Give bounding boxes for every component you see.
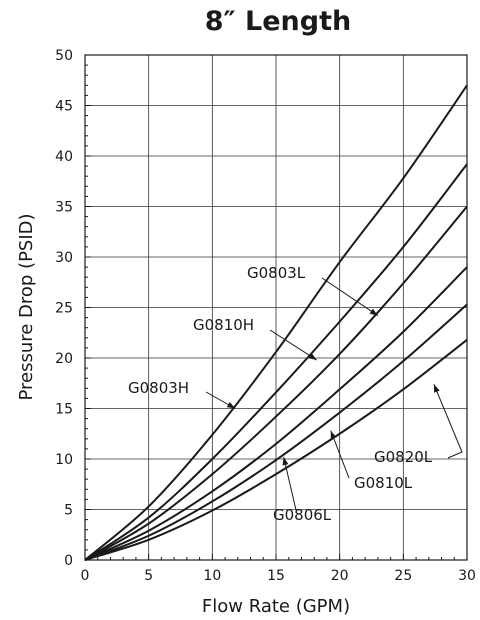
y-tick-label: 20 [55,351,73,367]
annotation-leader [433,384,463,459]
grid [85,55,467,560]
series-curves [84,84,468,561]
y-tick-label: 45 [55,99,73,115]
y-tick-label: 50 [55,48,73,64]
y-tick-label: 30 [55,250,73,266]
x-axis-label: Flow Rate (GPM) [202,596,350,617]
y-axis-label: Pressure Drop (PSID) [16,213,37,400]
annotation-arrowhead [433,384,440,393]
annotation-arrowhead [282,456,289,466]
x-tick-label: 30 [458,568,476,584]
x-tick-label: 25 [394,568,412,584]
series-line-g0806l [84,266,468,561]
series-line-g0810h [84,163,468,561]
annotation-arrowhead [330,430,337,440]
series-line-g0803h [84,84,468,561]
annotation-g0820l: G0820L [374,448,433,466]
annotation-arrowhead [369,308,378,316]
chart-title: 8″ Length [205,6,351,37]
series-annotations: G0803H G0810H G0803L G0806L G0810L G0820L [128,264,463,524]
y-tick-label: 40 [55,149,73,165]
annotation-g0810h: G0810H [193,316,254,334]
x-tick-label: 15 [267,568,285,584]
annotation-g0810l: G0810L [354,474,413,492]
annotation-arrowhead [226,401,236,409]
annotation-leader [321,277,379,316]
annotation-leader [283,456,297,511]
annotation-leader [269,329,318,361]
x-tick-label: 0 [81,568,90,584]
y-tick-label: 35 [55,200,73,216]
annotation-g0803l: G0803L [247,264,306,282]
series-line-g0820l [84,339,468,561]
axis-ticks: 0 5 10 15 20 25 30 0 5 10 15 20 25 30 35 40 45 50 [55,48,476,584]
annotation-g0806l: G0806L [273,506,332,524]
annotation-arrowhead [308,353,317,361]
series-line-g0810l [84,303,468,561]
x-tick-label: 10 [203,568,221,584]
y-tick-label: 25 [55,301,73,317]
y-tick-label: 10 [55,452,73,468]
y-tick-label: 5 [64,503,73,519]
series-line-g0803l [84,205,468,561]
y-tick-label: 0 [64,553,73,569]
y-tick-label: 15 [55,402,73,418]
annotation-leader [330,430,350,479]
annotation-g0803h: G0803H [128,379,189,397]
x-tick-label: 20 [331,568,349,584]
x-tick-label: 5 [144,568,153,584]
